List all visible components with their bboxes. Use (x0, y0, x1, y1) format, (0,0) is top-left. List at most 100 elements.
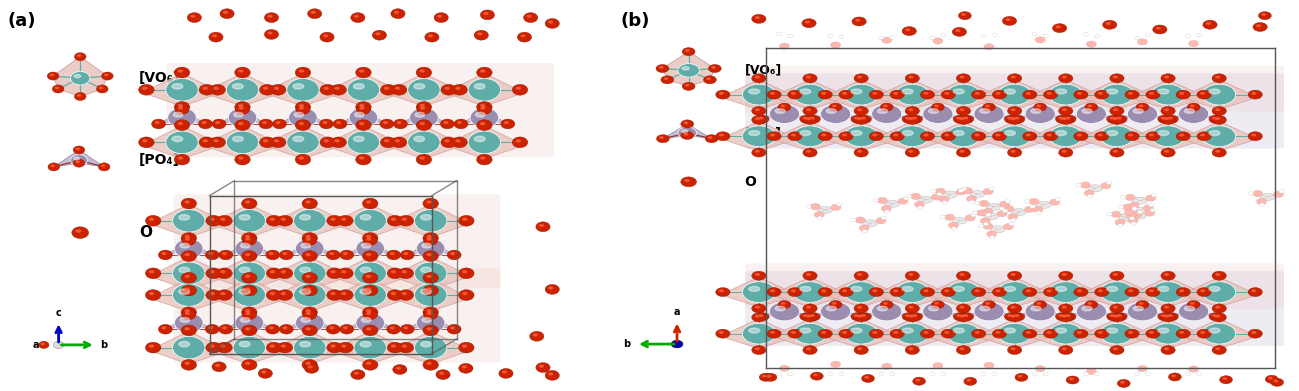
Ellipse shape (909, 115, 922, 123)
Ellipse shape (260, 84, 275, 95)
Ellipse shape (1161, 271, 1176, 280)
Ellipse shape (720, 332, 724, 333)
Ellipse shape (882, 363, 891, 369)
Ellipse shape (1087, 185, 1103, 192)
Ellipse shape (982, 300, 995, 308)
Ellipse shape (1050, 84, 1082, 105)
Ellipse shape (959, 189, 964, 192)
Ellipse shape (873, 93, 877, 94)
Ellipse shape (953, 313, 966, 321)
Ellipse shape (210, 218, 214, 220)
Ellipse shape (1047, 93, 1051, 94)
Ellipse shape (349, 108, 378, 127)
Ellipse shape (179, 107, 182, 109)
Ellipse shape (961, 115, 974, 123)
Ellipse shape (877, 306, 887, 311)
Ellipse shape (217, 290, 233, 300)
Ellipse shape (1259, 12, 1272, 20)
Ellipse shape (991, 33, 998, 36)
Ellipse shape (191, 15, 195, 17)
Ellipse shape (1256, 25, 1260, 27)
Ellipse shape (1035, 211, 1042, 214)
Ellipse shape (986, 213, 991, 216)
Ellipse shape (855, 217, 865, 223)
Ellipse shape (777, 372, 782, 375)
Ellipse shape (838, 35, 844, 39)
Ellipse shape (664, 78, 668, 79)
Ellipse shape (320, 119, 334, 129)
Ellipse shape (829, 103, 842, 111)
Ellipse shape (414, 284, 447, 306)
Ellipse shape (1003, 209, 1008, 213)
Ellipse shape (539, 365, 543, 367)
Ellipse shape (1063, 151, 1066, 152)
Ellipse shape (181, 317, 190, 322)
Ellipse shape (1004, 206, 1015, 212)
Ellipse shape (212, 362, 226, 372)
Ellipse shape (803, 315, 807, 316)
Ellipse shape (166, 131, 199, 154)
Ellipse shape (956, 117, 960, 119)
Ellipse shape (1063, 315, 1066, 317)
Ellipse shape (794, 323, 826, 344)
Ellipse shape (756, 17, 759, 18)
Ellipse shape (356, 102, 372, 113)
Ellipse shape (787, 288, 801, 296)
Ellipse shape (459, 363, 473, 373)
Ellipse shape (421, 104, 425, 106)
Polygon shape (968, 305, 1011, 317)
Ellipse shape (1146, 372, 1151, 375)
Ellipse shape (794, 282, 826, 302)
Ellipse shape (360, 215, 372, 220)
Ellipse shape (1113, 315, 1117, 317)
Ellipse shape (364, 310, 377, 320)
Ellipse shape (685, 134, 687, 135)
Ellipse shape (239, 289, 249, 294)
Polygon shape (286, 241, 333, 255)
Ellipse shape (403, 271, 407, 273)
Ellipse shape (877, 197, 887, 204)
Ellipse shape (756, 313, 769, 321)
Ellipse shape (1252, 290, 1256, 292)
Ellipse shape (1059, 313, 1073, 322)
Ellipse shape (1117, 379, 1130, 387)
Ellipse shape (246, 235, 249, 237)
Ellipse shape (355, 262, 386, 285)
Ellipse shape (794, 126, 826, 147)
Ellipse shape (1168, 373, 1181, 381)
Ellipse shape (964, 377, 977, 386)
Ellipse shape (1047, 332, 1051, 333)
Ellipse shape (299, 123, 304, 125)
Ellipse shape (990, 226, 1005, 233)
Ellipse shape (295, 120, 310, 131)
Ellipse shape (937, 192, 942, 196)
Ellipse shape (178, 70, 182, 72)
Ellipse shape (1157, 131, 1169, 136)
Ellipse shape (1157, 313, 1170, 321)
Ellipse shape (512, 84, 527, 95)
Ellipse shape (960, 307, 964, 308)
Ellipse shape (1187, 103, 1200, 111)
Ellipse shape (242, 251, 257, 262)
Ellipse shape (220, 9, 234, 19)
Ellipse shape (240, 243, 249, 248)
Ellipse shape (307, 288, 310, 290)
Ellipse shape (246, 288, 249, 290)
Ellipse shape (1107, 313, 1120, 321)
Ellipse shape (830, 361, 840, 368)
Ellipse shape (1137, 300, 1148, 308)
Ellipse shape (436, 369, 451, 380)
Ellipse shape (935, 188, 946, 194)
Ellipse shape (1270, 378, 1283, 386)
Ellipse shape (873, 134, 877, 136)
Ellipse shape (756, 115, 769, 123)
Ellipse shape (1025, 200, 1030, 203)
Ellipse shape (143, 140, 147, 142)
Ellipse shape (400, 325, 414, 334)
Ellipse shape (1094, 35, 1099, 38)
Ellipse shape (168, 108, 196, 127)
Ellipse shape (1165, 348, 1168, 350)
Ellipse shape (397, 342, 413, 353)
Ellipse shape (1216, 274, 1220, 275)
Ellipse shape (961, 14, 965, 15)
